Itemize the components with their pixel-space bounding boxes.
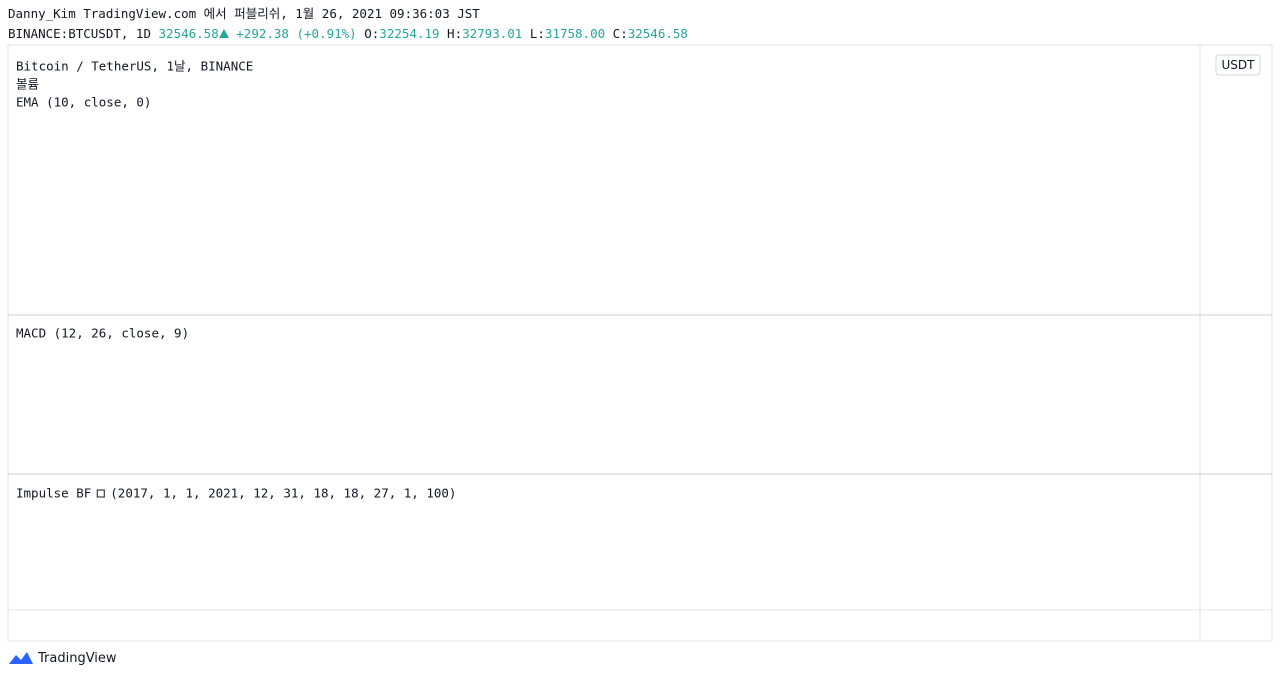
ohlc-label: H: bbox=[447, 26, 463, 41]
symbol: BINANCE:BTCUSDT, 1D bbox=[8, 26, 151, 41]
labels: Bitcoin / TetherUS, 1날, BINANCE 볼륨 EMA (… bbox=[16, 54, 1261, 501]
header: Danny_Kim TradingView.com 에서 퍼블리쉬, 1월 26… bbox=[8, 4, 688, 44]
ohlc-value: 32254.19 bbox=[379, 26, 440, 41]
ohlc-label: L: bbox=[529, 26, 545, 41]
currency-button[interactable] bbox=[1215, 54, 1261, 76]
brand: TradingView bbox=[38, 650, 117, 666]
ohlc-value: 32546.58 bbox=[627, 26, 688, 41]
ohlc-value: 32793.01 bbox=[462, 26, 523, 41]
currency-label[interactable]: USDT bbox=[1222, 58, 1256, 72]
settings-icon[interactable] bbox=[96, 489, 105, 498]
last-price: 32546.58 bbox=[158, 26, 219, 41]
brand-logo bbox=[9, 652, 33, 664]
impulse-params: (2017, 1, 1, 2021, 12, 31, 18, 18, 27, 1… bbox=[110, 486, 456, 501]
ema-legend: EMA (10, close, 0) bbox=[16, 95, 151, 110]
ohlc-label: C: bbox=[612, 26, 628, 41]
ohlc: O:32254.19 H:32793.01 L:31758.00 C:32546… bbox=[364, 26, 688, 41]
macd-legend: MACD (12, 26, close, 9) bbox=[16, 326, 189, 341]
volume-legend: 볼륨 bbox=[16, 77, 39, 92]
change: +292.38 (+0.91%) bbox=[236, 26, 357, 41]
ohlc-label: O: bbox=[364, 26, 380, 41]
quote-line: BINANCE:BTCUSDT, 1D 32546.58 +292.38 (+0… bbox=[8, 24, 688, 44]
ohlc-value: 31758.00 bbox=[544, 26, 606, 41]
publish-line: Danny_Kim TradingView.com 에서 퍼블리쉬, 1월 26… bbox=[8, 6, 480, 21]
symbol-legend: Bitcoin / TetherUS, 1날, BINANCE bbox=[16, 59, 253, 74]
impulse-legend: Impulse BF bbox=[16, 486, 91, 501]
footer: TradingView bbox=[8, 650, 117, 666]
frame bbox=[7, 44, 1273, 642]
up-arrow bbox=[218, 29, 229, 38]
